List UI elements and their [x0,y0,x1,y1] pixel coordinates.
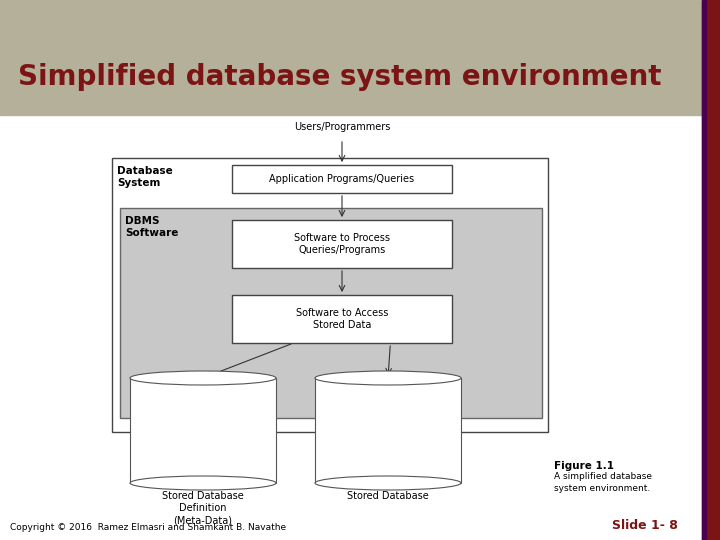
Text: Figure 1.1: Figure 1.1 [554,461,614,471]
Bar [130,378,276,483]
Bar [702,0,720,540]
Bar [112,158,548,432]
Ellipse shape [315,476,461,490]
Text: Simplified database system environment: Simplified database system environment [18,63,662,91]
Ellipse shape [130,371,276,385]
Bar [315,378,461,483]
Bar [232,165,452,193]
Text: Database
System: Database System [117,166,173,188]
Ellipse shape [315,371,461,385]
Text: Copyright © 2016  Ramez Elmasri and Shamkant B. Navathe: Copyright © 2016 Ramez Elmasri and Shamk… [10,523,286,532]
Text: Software to Access
Stored Data: Software to Access Stored Data [296,308,388,330]
Bar [120,208,542,418]
Text: DBMS
Software: DBMS Software [125,216,179,238]
Bar [232,220,452,268]
Ellipse shape [130,476,276,490]
Text: Application Programs/Queries: Application Programs/Queries [269,174,415,184]
Bar [702,0,706,540]
Text: A simplified database
system environment.: A simplified database system environment… [554,472,652,493]
Bar [232,295,452,343]
Text: Software to Process
Queries/Programs: Software to Process Queries/Programs [294,233,390,255]
Text: Stored Database: Stored Database [347,491,429,501]
Text: Slide 1- 8: Slide 1- 8 [612,519,678,532]
Text: Stored Database
Definition
(Meta-Data): Stored Database Definition (Meta-Data) [162,491,244,526]
Text: Users/Programmers: Users/Programmers [294,122,390,132]
Bar [0,0,702,115]
